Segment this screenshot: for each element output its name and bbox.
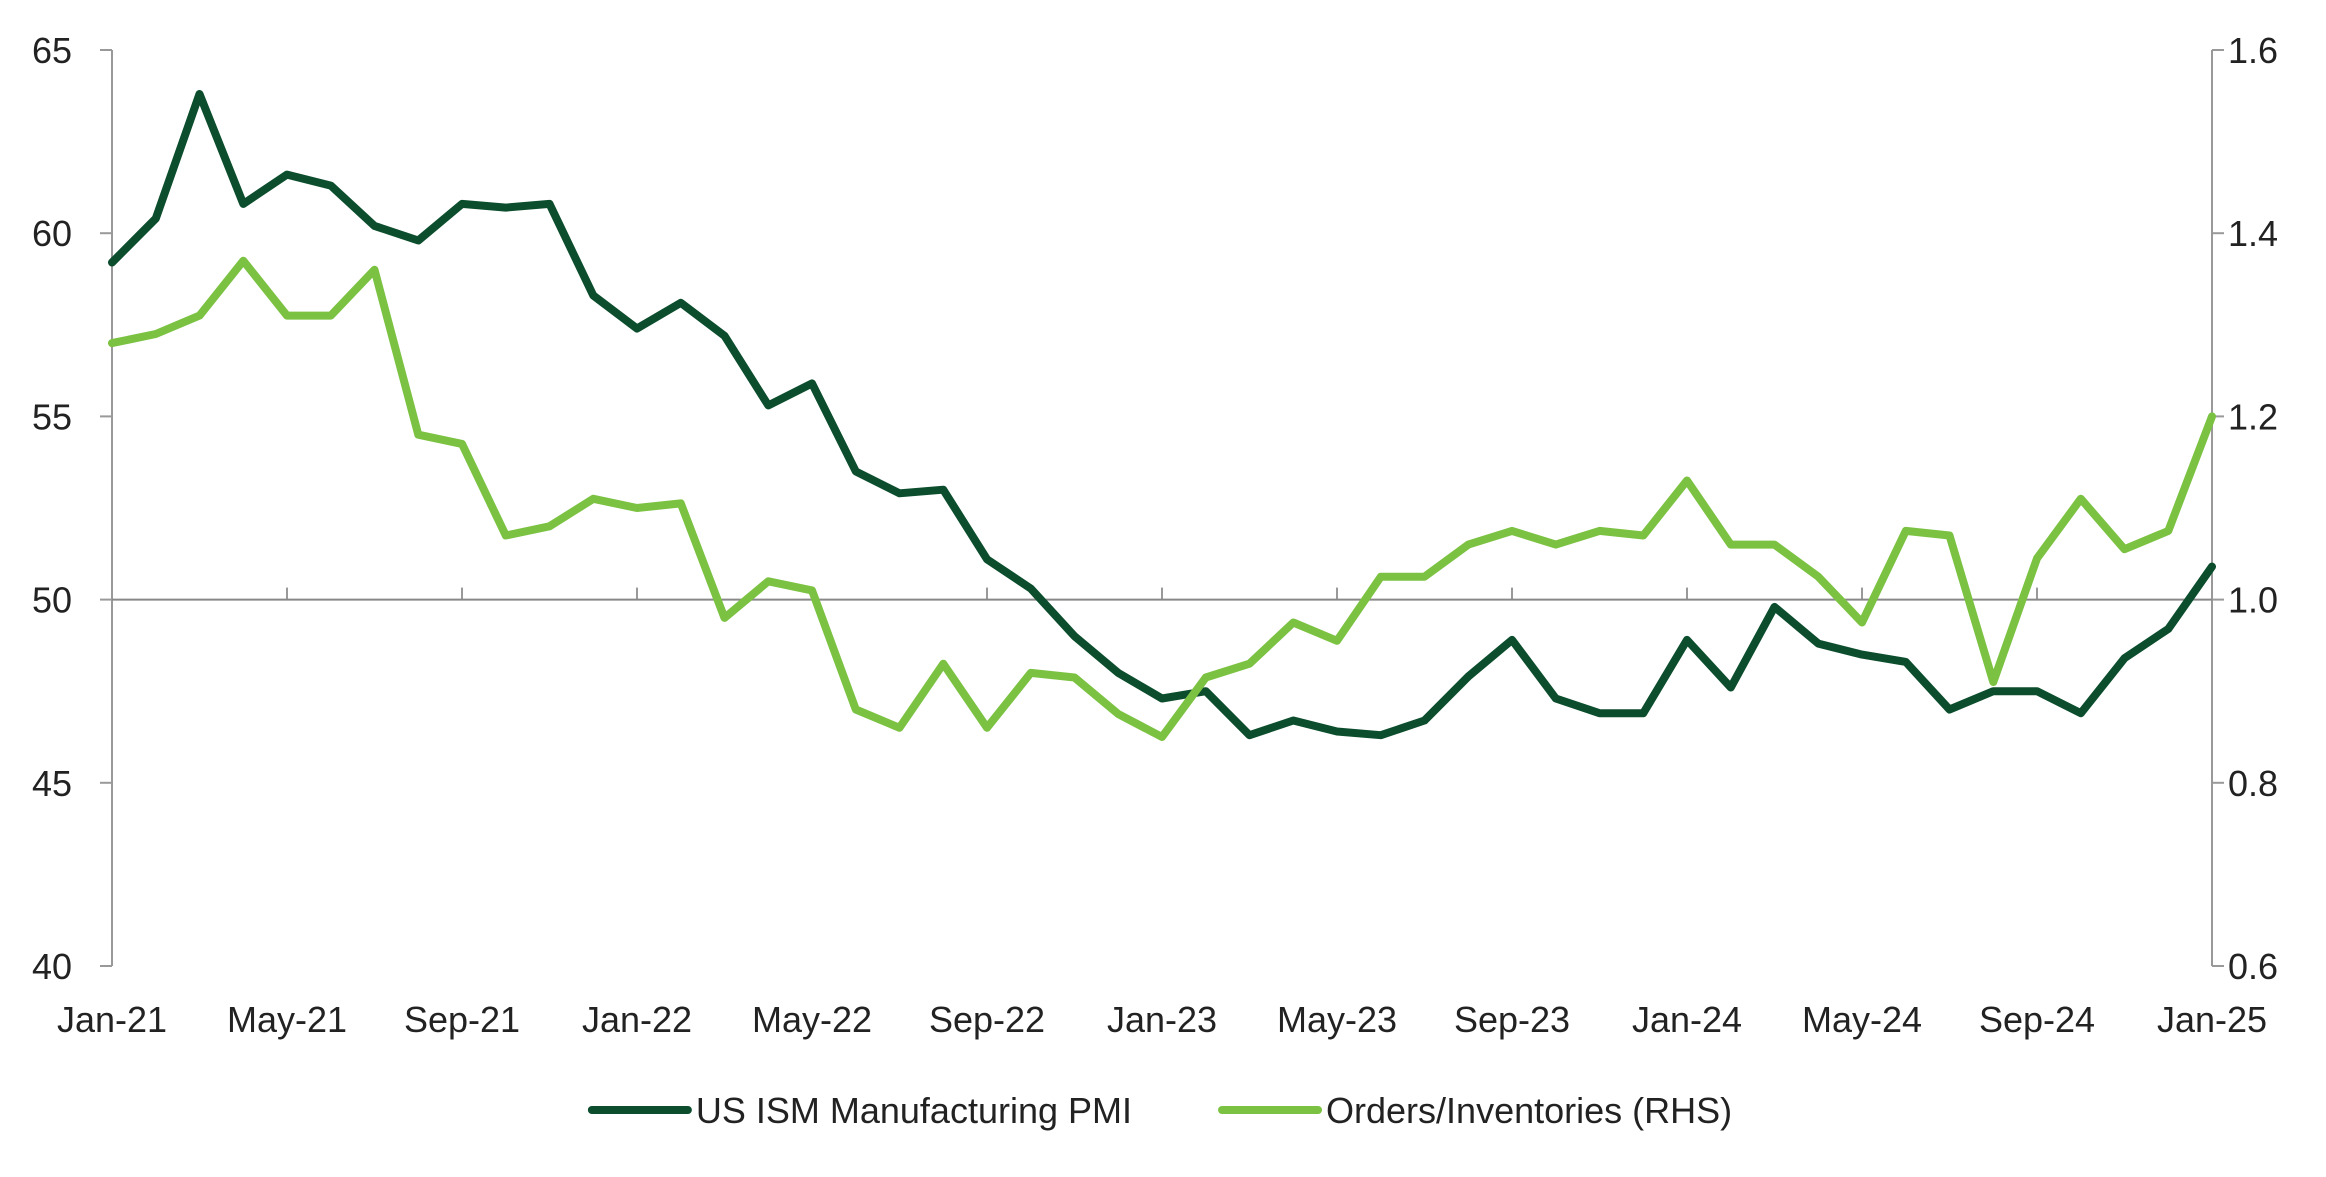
legend-label-us-ism-manufacturing-pmi: US ISM Manufacturing PMI bbox=[696, 1090, 1132, 1131]
left-tick-label-45: 45 bbox=[32, 763, 72, 804]
x-tick-label-may-23: May-23 bbox=[1277, 999, 1397, 1040]
x-tick-label-sep-23: Sep-23 bbox=[1454, 999, 1570, 1040]
x-tick-label-jan-25: Jan-25 bbox=[2157, 999, 2267, 1040]
series-layer bbox=[108, 90, 2216, 741]
series-line-orders-inventories-rhs bbox=[108, 256, 2216, 741]
left-tick-label-50: 50 bbox=[32, 580, 72, 621]
right-tick-label-0-6: 0.6 bbox=[2228, 946, 2278, 987]
right-tick-label-0-8: 0.8 bbox=[2228, 763, 2278, 804]
left-axis-ticks: 40 45 50 55 60 65 bbox=[32, 30, 112, 987]
left-tick-label-60: 60 bbox=[32, 213, 72, 254]
left-tick-label-55: 55 bbox=[32, 396, 72, 437]
x-tick-label-sep-21: Sep-21 bbox=[404, 999, 520, 1040]
right-tick-label-1-2: 1.2 bbox=[2228, 396, 2278, 437]
x-tick-label-jan-22: Jan-22 bbox=[582, 999, 692, 1040]
x-tick-label-jan-21: Jan-21 bbox=[57, 999, 167, 1040]
x-tick-label-jan-23: Jan-23 bbox=[1107, 999, 1217, 1040]
x-tick-label-may-24: May-24 bbox=[1802, 999, 1922, 1040]
x-tick-label-sep-24: Sep-24 bbox=[1979, 999, 2095, 1040]
series-line-us-ism-manufacturing-pmi bbox=[108, 90, 2216, 740]
legend-label-orders-inventories-rhs: Orders/Inventories (RHS) bbox=[1326, 1090, 1732, 1131]
x-tick-label-jan-24: Jan-24 bbox=[1632, 999, 1742, 1040]
x-axis-ticks: Jan-21 May-21 Sep-21 Jan-22 May-22 Sep-22 Jan-… bbox=[57, 587, 2267, 1040]
right-tick-label-1-6: 1.6 bbox=[2228, 30, 2278, 71]
right-axis-ticks: 0.6 0.8 1.0 1.2 1.4 1.6 bbox=[2212, 30, 2278, 987]
x-tick-label-may-22: May-22 bbox=[752, 999, 872, 1040]
right-tick-label-1-4: 1.4 bbox=[2228, 213, 2278, 254]
left-tick-label-65: 65 bbox=[32, 30, 72, 71]
x-tick-label-may-21: May-21 bbox=[227, 999, 347, 1040]
x-tick-label-sep-22: Sep-22 bbox=[929, 999, 1045, 1040]
left-tick-label-40: 40 bbox=[32, 946, 72, 987]
legend: US ISM Manufacturing PMI Orders/Inventori… bbox=[587, 1090, 1732, 1131]
right-tick-label-1-0: 1.0 bbox=[2228, 580, 2278, 621]
